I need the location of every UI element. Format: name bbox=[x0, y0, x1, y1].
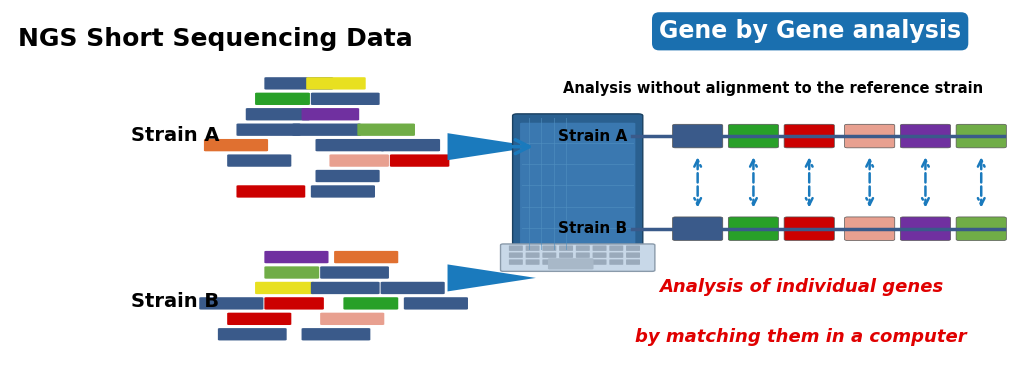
FancyBboxPatch shape bbox=[559, 245, 573, 251]
Text: NGS Short Sequencing Data: NGS Short Sequencing Data bbox=[17, 27, 413, 51]
FancyBboxPatch shape bbox=[525, 245, 540, 251]
FancyBboxPatch shape bbox=[255, 93, 310, 105]
FancyBboxPatch shape bbox=[264, 77, 333, 90]
FancyBboxPatch shape bbox=[330, 154, 389, 167]
FancyBboxPatch shape bbox=[501, 244, 655, 271]
FancyBboxPatch shape bbox=[315, 139, 384, 151]
FancyBboxPatch shape bbox=[593, 259, 606, 265]
FancyBboxPatch shape bbox=[509, 252, 523, 258]
Text: Strain B: Strain B bbox=[558, 221, 627, 236]
FancyBboxPatch shape bbox=[559, 252, 573, 258]
FancyBboxPatch shape bbox=[575, 252, 590, 258]
FancyBboxPatch shape bbox=[246, 108, 310, 120]
FancyBboxPatch shape bbox=[381, 139, 440, 151]
FancyBboxPatch shape bbox=[845, 217, 895, 240]
FancyBboxPatch shape bbox=[292, 124, 361, 136]
FancyBboxPatch shape bbox=[543, 245, 556, 251]
FancyBboxPatch shape bbox=[264, 266, 319, 279]
FancyBboxPatch shape bbox=[227, 313, 291, 325]
Polygon shape bbox=[447, 264, 536, 291]
FancyBboxPatch shape bbox=[626, 245, 640, 251]
FancyBboxPatch shape bbox=[845, 124, 895, 148]
FancyBboxPatch shape bbox=[543, 252, 556, 258]
FancyBboxPatch shape bbox=[525, 252, 540, 258]
Text: Strain A: Strain A bbox=[558, 129, 627, 144]
FancyBboxPatch shape bbox=[900, 124, 950, 148]
FancyBboxPatch shape bbox=[321, 313, 384, 325]
Text: Strain B: Strain B bbox=[131, 291, 219, 311]
FancyBboxPatch shape bbox=[728, 124, 778, 148]
FancyBboxPatch shape bbox=[509, 245, 523, 251]
Text: Analysis of individual genes: Analysis of individual genes bbox=[658, 278, 943, 296]
FancyBboxPatch shape bbox=[784, 124, 835, 148]
FancyBboxPatch shape bbox=[264, 251, 329, 263]
FancyBboxPatch shape bbox=[956, 217, 1007, 240]
FancyBboxPatch shape bbox=[900, 217, 950, 240]
FancyBboxPatch shape bbox=[593, 252, 606, 258]
Text: by matching them in a computer: by matching them in a computer bbox=[635, 328, 967, 346]
FancyBboxPatch shape bbox=[315, 170, 380, 182]
FancyBboxPatch shape bbox=[403, 297, 468, 310]
FancyBboxPatch shape bbox=[593, 245, 606, 251]
FancyBboxPatch shape bbox=[673, 124, 723, 148]
FancyBboxPatch shape bbox=[520, 123, 635, 248]
FancyBboxPatch shape bbox=[575, 245, 590, 251]
FancyBboxPatch shape bbox=[357, 124, 415, 136]
FancyBboxPatch shape bbox=[513, 114, 643, 253]
FancyBboxPatch shape bbox=[334, 251, 398, 263]
FancyBboxPatch shape bbox=[390, 154, 450, 167]
FancyBboxPatch shape bbox=[311, 93, 380, 105]
FancyBboxPatch shape bbox=[237, 185, 305, 198]
Text: Strain A: Strain A bbox=[131, 125, 220, 145]
FancyBboxPatch shape bbox=[609, 252, 624, 258]
FancyBboxPatch shape bbox=[204, 139, 268, 151]
FancyBboxPatch shape bbox=[237, 124, 301, 136]
Text: Gene by Gene analysis: Gene by Gene analysis bbox=[659, 19, 962, 43]
FancyBboxPatch shape bbox=[548, 258, 594, 269]
FancyBboxPatch shape bbox=[609, 259, 624, 265]
FancyBboxPatch shape bbox=[343, 297, 398, 310]
FancyBboxPatch shape bbox=[509, 259, 523, 265]
FancyBboxPatch shape bbox=[575, 259, 590, 265]
FancyBboxPatch shape bbox=[543, 259, 556, 265]
FancyBboxPatch shape bbox=[626, 252, 640, 258]
FancyBboxPatch shape bbox=[673, 217, 723, 240]
FancyBboxPatch shape bbox=[728, 217, 778, 240]
FancyBboxPatch shape bbox=[381, 282, 444, 294]
FancyBboxPatch shape bbox=[784, 217, 835, 240]
FancyBboxPatch shape bbox=[321, 266, 389, 279]
FancyBboxPatch shape bbox=[218, 328, 287, 340]
FancyBboxPatch shape bbox=[301, 108, 359, 120]
FancyBboxPatch shape bbox=[227, 154, 291, 167]
FancyBboxPatch shape bbox=[559, 259, 573, 265]
FancyBboxPatch shape bbox=[525, 259, 540, 265]
FancyBboxPatch shape bbox=[264, 297, 324, 310]
FancyBboxPatch shape bbox=[609, 245, 624, 251]
FancyBboxPatch shape bbox=[200, 297, 263, 310]
FancyBboxPatch shape bbox=[956, 124, 1007, 148]
FancyBboxPatch shape bbox=[306, 77, 366, 90]
FancyBboxPatch shape bbox=[255, 282, 314, 294]
FancyBboxPatch shape bbox=[626, 259, 640, 265]
Polygon shape bbox=[447, 133, 536, 160]
FancyBboxPatch shape bbox=[301, 328, 371, 340]
FancyBboxPatch shape bbox=[311, 185, 375, 198]
FancyBboxPatch shape bbox=[311, 282, 380, 294]
Text: Analysis without alignment to the reference strain: Analysis without alignment to the refere… bbox=[563, 81, 983, 96]
